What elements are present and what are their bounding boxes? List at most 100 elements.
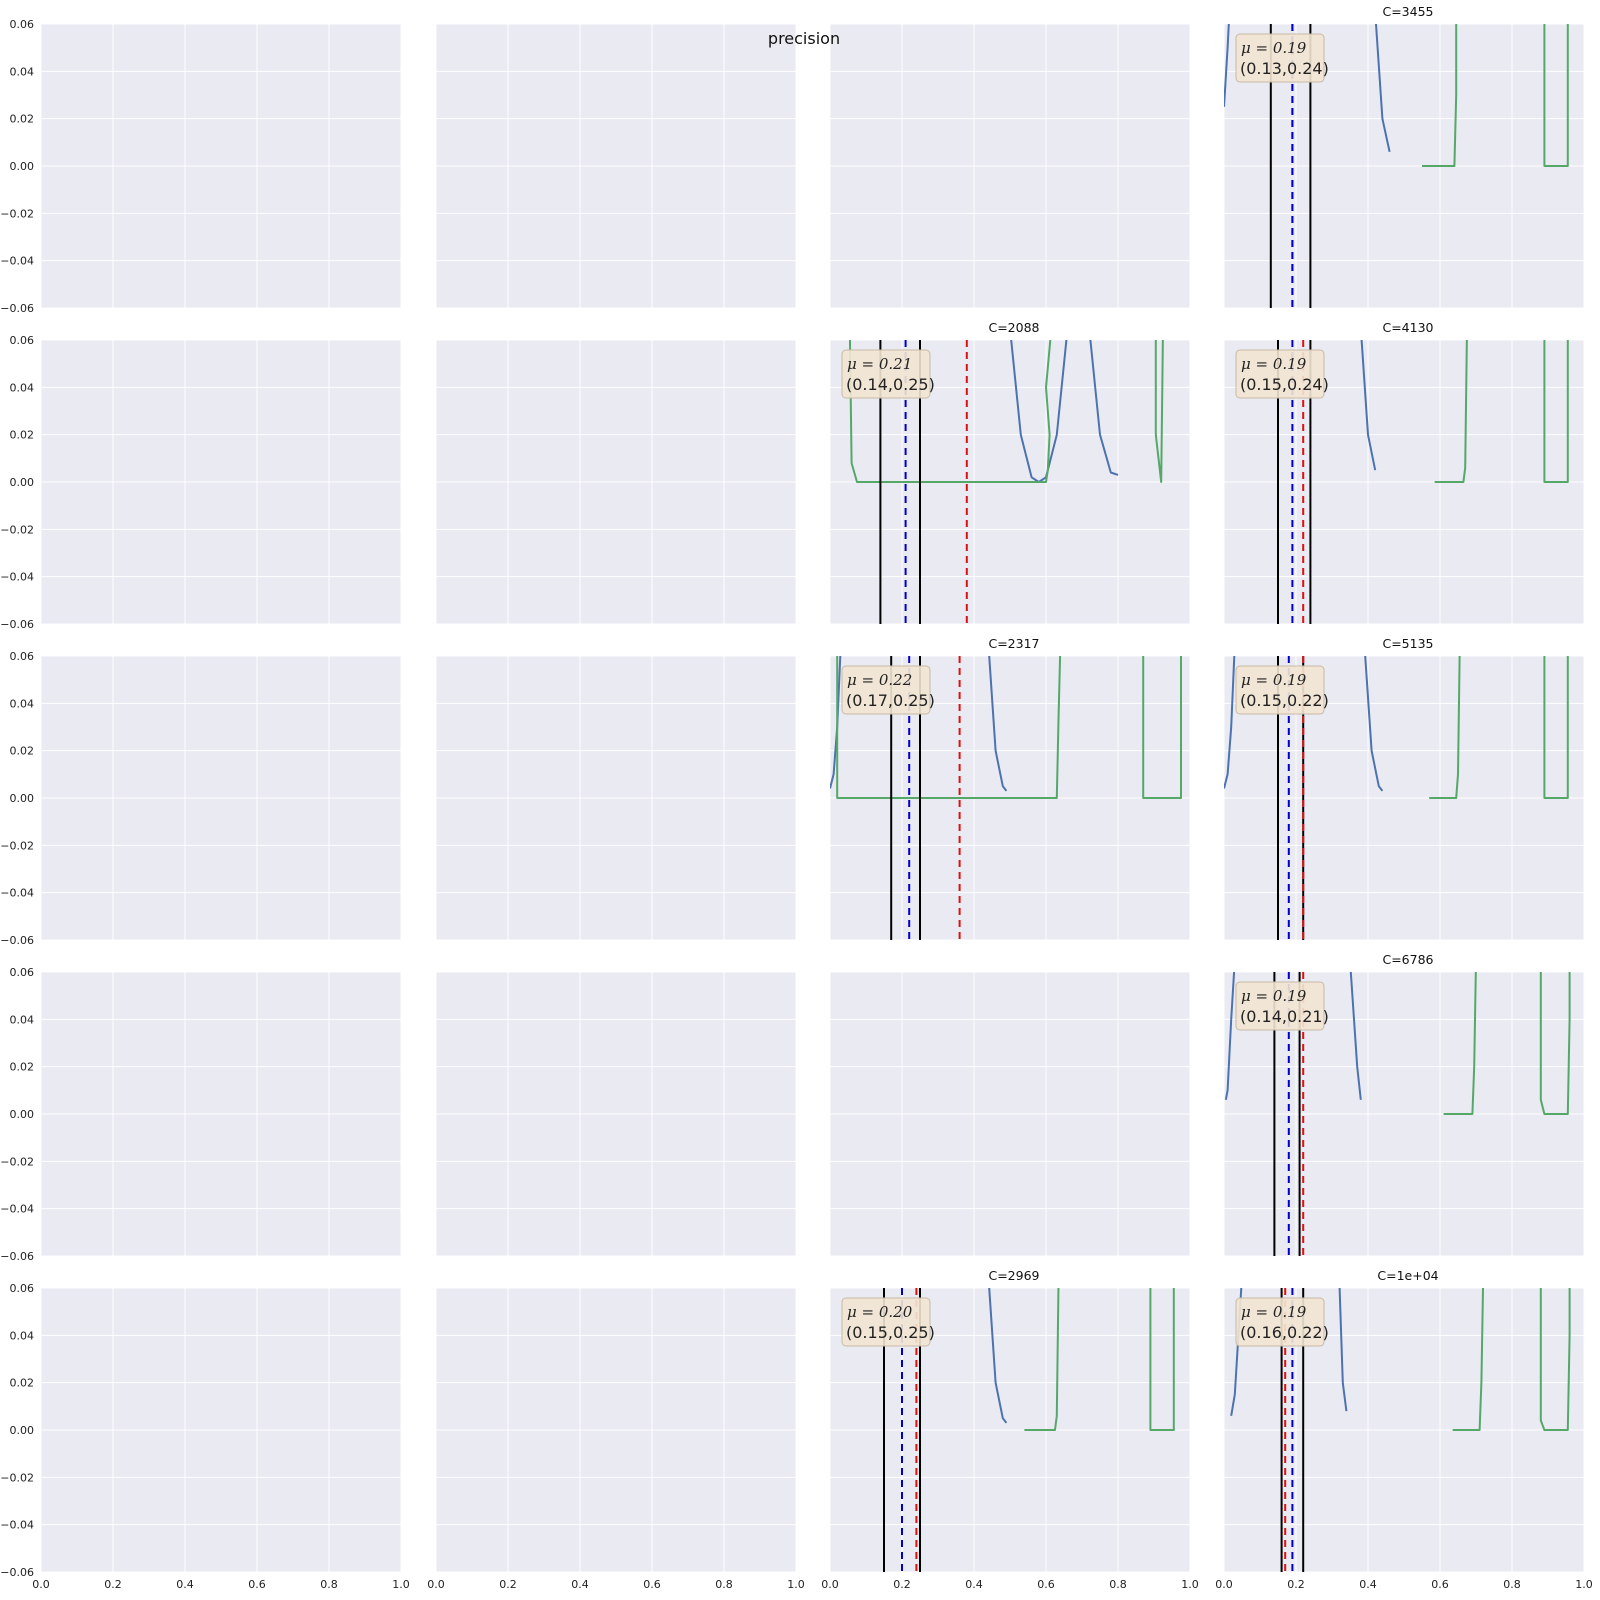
y-tick-label: 0.06 <box>10 966 35 979</box>
blue-density-curve <box>1089 340 1119 476</box>
subplot-r0-c2 <box>829 23 1191 309</box>
subplot-r2-c0 <box>40 655 402 941</box>
y-tick-label: 0.02 <box>10 1061 35 1074</box>
y-tick-label: −0.04 <box>0 571 34 584</box>
subplot-r3-c2 <box>829 971 1191 1257</box>
y-tick-label: 0.00 <box>10 792 35 805</box>
annotation-background <box>1235 665 1325 715</box>
y-tick-label: 0.00 <box>10 1108 35 1121</box>
annotation-background <box>1235 1297 1325 1347</box>
panel-title: C=5135 <box>1382 636 1433 651</box>
blue-density-curve <box>1364 656 1384 792</box>
blue-density-curve <box>1360 340 1377 471</box>
annotation-ci: (0.15,0.25) <box>846 1323 935 1342</box>
y-tick-label: 0.06 <box>10 1282 35 1295</box>
x-tick-label: 0.8 <box>320 1578 338 1591</box>
x-tick-label: 0.0 <box>821 1578 839 1591</box>
x-tick-label: 0.2 <box>499 1578 517 1591</box>
annotation-box: μ = 0.19 (0.14,0.21) <box>1235 981 1329 1031</box>
blue-density-curve <box>1224 24 1230 107</box>
y-tick-label: 0.06 <box>10 334 35 347</box>
annotation-background <box>1235 981 1325 1031</box>
annotation-ci: (0.15,0.24) <box>1240 375 1329 394</box>
annotation-mu: μ = 0.19 <box>1241 671 1307 689</box>
annotation-ci: (0.14,0.21) <box>1240 1007 1329 1026</box>
x-tick-label: 0.2 <box>1287 1578 1305 1591</box>
y-tick-label: 0.00 <box>10 476 35 489</box>
x-tick-label: 0.8 <box>1109 1578 1127 1591</box>
panel-title: C=3455 <box>1382 4 1433 19</box>
y-tick-label: −0.04 <box>0 887 34 900</box>
x-tick-label: 1.0 <box>1181 1578 1199 1591</box>
y-tick-label: 0.06 <box>10 18 35 31</box>
panel-title: C=1e+04 <box>1377 1268 1438 1283</box>
green-density-curve <box>836 656 1062 799</box>
y-tick-label: −0.06 <box>0 1566 34 1579</box>
annotation-box: μ = 0.19 (0.15,0.22) <box>1235 665 1329 715</box>
figure-suptitle: precision <box>768 29 840 48</box>
x-tick-label: 0.2 <box>893 1578 911 1591</box>
y-tick-label: −0.06 <box>0 1250 34 1263</box>
annotation-box: μ = 0.20 (0.15,0.25) <box>841 1297 935 1347</box>
green-density-curve <box>1024 1288 1060 1431</box>
subplot-r3-c1 <box>435 971 797 1257</box>
annotation-ci: (0.14,0.25) <box>846 375 935 394</box>
annotation-mu: μ = 0.19 <box>1241 987 1307 1005</box>
subplot-r1-c0 <box>40 339 402 625</box>
x-tick-label: 0.4 <box>176 1578 194 1591</box>
y-tick-label: −0.02 <box>0 1471 34 1484</box>
annotation-background <box>841 1297 931 1347</box>
annotation-background <box>841 349 931 399</box>
x-tick-label: 0.4 <box>965 1578 983 1591</box>
y-tick-label: 0.02 <box>10 429 35 442</box>
green-density-curve <box>1142 656 1182 799</box>
panel-title: C=6786 <box>1382 952 1433 967</box>
blue-density-curve <box>1374 24 1391 153</box>
x-tick-label: 0.4 <box>571 1578 589 1591</box>
annotation-box: μ = 0.19 (0.16,0.22) <box>1235 1297 1329 1347</box>
y-tick-label: 0.04 <box>10 65 35 78</box>
y-tick-label: 0.06 <box>10 650 35 663</box>
x-tick-label: 0.8 <box>715 1578 733 1591</box>
y-tick-label: 0.04 <box>10 1013 35 1026</box>
annotation-background <box>841 665 931 715</box>
x-tick-label: 0.0 <box>1215 1578 1233 1591</box>
y-tick-label: 0.02 <box>10 745 35 758</box>
green-density-curve <box>1434 340 1468 483</box>
subplot-r1-c1 <box>435 339 797 625</box>
blue-density-curve <box>1349 972 1362 1100</box>
annotation-box: μ = 0.19 (0.15,0.24) <box>1235 349 1329 399</box>
x-tick-label: 0.4 <box>1359 1578 1377 1591</box>
y-tick-label: −0.02 <box>0 1155 34 1168</box>
x-tick-label: 0.2 <box>104 1578 122 1591</box>
y-tick-label: −0.06 <box>0 934 34 947</box>
annotation-mu: μ = 0.22 <box>847 671 912 689</box>
y-tick-label: 0.00 <box>10 160 35 173</box>
x-tick-label: 0.6 <box>1431 1578 1449 1591</box>
annotation-box: μ = 0.22 (0.17,0.25) <box>841 665 935 715</box>
y-tick-label: −0.04 <box>0 255 34 268</box>
panel-title: C=2969 <box>988 1268 1039 1283</box>
annotation-mu: μ = 0.19 <box>1241 1303 1307 1321</box>
annotation-ci: (0.15,0.22) <box>1240 691 1329 710</box>
y-tick-label: 0.00 <box>10 1424 35 1437</box>
blue-density-curve <box>1338 1288 1348 1412</box>
blue-density-curve <box>988 656 1008 792</box>
blue-density-curve <box>1224 972 1236 1100</box>
x-tick-label: 0.0 <box>427 1578 445 1591</box>
y-tick-label: 0.02 <box>10 1377 35 1390</box>
x-tick-label: 0.0 <box>32 1578 50 1591</box>
subplot-r3-c0 <box>40 971 402 1257</box>
panel-title: C=2317 <box>988 636 1039 651</box>
annotation-ci: (0.13,0.24) <box>1240 59 1329 78</box>
annotation-mu: μ = 0.20 <box>847 1303 913 1321</box>
green-density-curve <box>1429 656 1461 799</box>
y-tick-label: −0.02 <box>0 207 34 220</box>
annotation-mu: μ = 0.19 <box>1241 39 1307 57</box>
subplot-r4-c1 <box>435 1287 797 1573</box>
green-density-curve <box>1543 24 1569 167</box>
y-tick-label: −0.02 <box>0 523 34 536</box>
annotation-background <box>1235 33 1325 83</box>
annotation-ci: (0.16,0.22) <box>1240 1323 1329 1342</box>
